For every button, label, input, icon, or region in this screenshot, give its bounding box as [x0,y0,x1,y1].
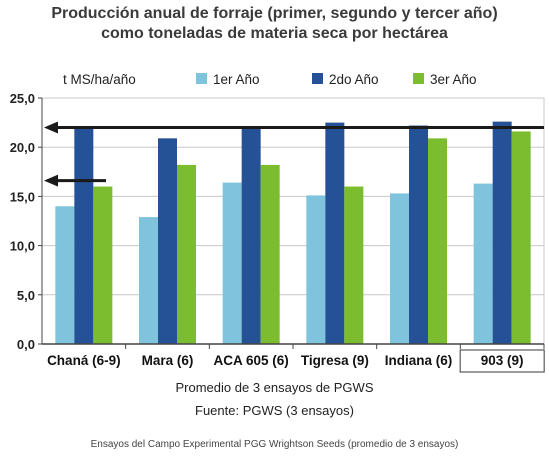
legend-label: 3er Año [430,72,477,87]
bar [55,206,75,344]
bar [241,128,261,344]
x-category-label: Chaná (6-9) [47,353,121,368]
bar [428,138,447,344]
chart-title: Producción anual de forraje (primer, seg… [0,4,549,44]
bar [511,131,531,344]
bar [409,125,428,344]
y-tick-label: 15,0 [10,189,35,204]
y-tick-label: 5,0 [17,288,35,303]
chart-title-line2: como toneladas de materia seca por hectá… [101,25,448,42]
bar [492,121,512,344]
x-category-label: 903 (9) [481,353,524,368]
note-line-2: Fuente: PGWS (3 ensayos) [195,403,354,418]
x-category-label: ACA 605 (6) [214,353,289,368]
x-category-label: Mara (6) [142,353,194,368]
legend-swatch [196,73,207,84]
arrowhead-low [44,174,58,187]
bar [74,128,94,344]
highlight-box [459,349,545,373]
chart-title-line1: Producción anual de forraje (primer, seg… [51,5,498,22]
y-tick-label: 25,0 [10,91,35,106]
x-category-labels: Chaná (6-9) Mara (6) ACA 605 (6) Tigresa (9… [47,349,545,373]
x-category-label: Indiana (6) [385,353,453,368]
legend: 1er Año 2do Año 3er Año [196,72,477,87]
x-category-label: Tigresa (9) [301,353,369,368]
bar [344,186,364,344]
y-axis-unit-label: t MS/ha/año [63,72,136,87]
footer-text: Ensayos del Campo Experimental PGG Wrigh… [90,439,459,450]
bar [139,217,158,344]
y-tick-label: 0,0 [17,337,35,352]
gridlines [41,97,545,345]
bar [473,183,493,344]
bar [325,122,345,344]
reference-arrows [44,121,544,187]
legend-swatch [413,73,424,84]
bar [260,164,280,344]
arrowhead-high [44,121,58,134]
axes [38,97,545,349]
y-tick-label: 20,0 [10,140,35,155]
y-tick-label: 10,0 [10,239,35,254]
legend-swatch [312,73,323,84]
bar [93,186,113,344]
bar [390,193,409,344]
plot-area-border [41,97,545,345]
bar [222,182,242,344]
legend-label: 2do Año [329,72,379,87]
bar [306,195,326,344]
note-line-1: Promedio de 3 ensayos de PGWS [175,380,374,395]
legend-label: 1er Año [213,72,260,87]
bar [158,138,177,344]
bar [177,164,196,344]
bars [55,121,531,344]
y-tick-labels: 0,0 5,0 10,0 15,0 20,0 25,0 [10,91,35,352]
